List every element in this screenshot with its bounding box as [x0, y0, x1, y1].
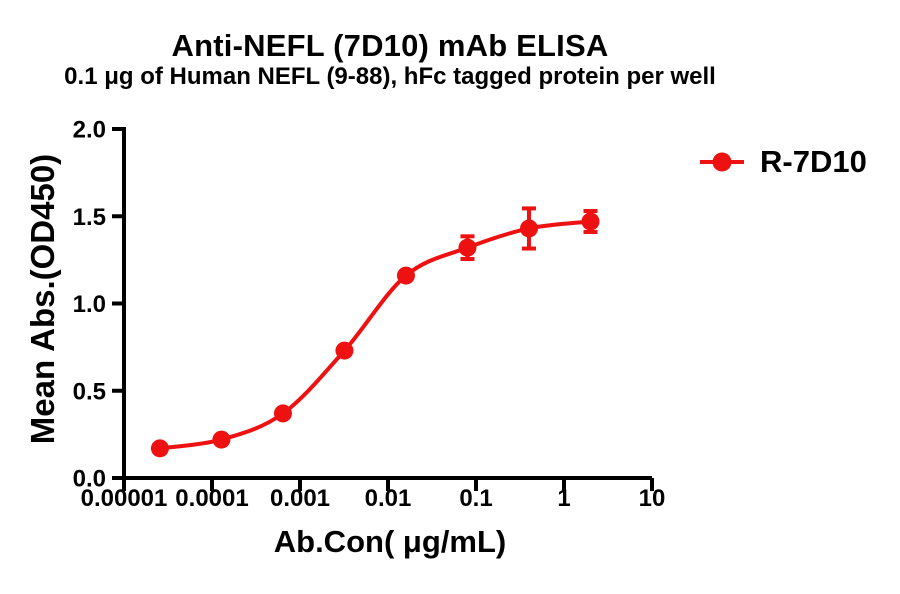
chart-subtitle: 0.1 μg of Human NEFL (9-88), hFc tagged …: [64, 63, 716, 90]
data-point: [273, 404, 292, 423]
legend-dot-icon: [712, 152, 732, 171]
data-point: [212, 430, 231, 449]
legend-label: R-7D10: [760, 144, 867, 179]
legend: R-7D10: [698, 146, 867, 177]
y-tick-label: 1.5: [73, 204, 106, 231]
chart-title: Anti-NEFL (7D10) mAb ELISA: [171, 28, 609, 63]
curve-r-7d10: [159, 219, 591, 451]
y-tick-label: 0.0: [73, 466, 106, 493]
data-point: [396, 266, 415, 285]
x-tick-label: 0.1: [459, 485, 492, 512]
data-point: [150, 439, 169, 458]
y-tick-label: 1.0: [73, 291, 106, 318]
data-point: [581, 212, 600, 231]
x-tick-label: 10: [639, 485, 666, 512]
data-point: [335, 341, 354, 360]
x-tick-label: 0.01: [365, 485, 412, 512]
x-tick-label: 1: [557, 485, 570, 512]
x-tick-label: 0.00001: [81, 485, 168, 512]
x-tick-label: 0.001: [270, 485, 330, 512]
legend-marker-icon: [700, 152, 744, 171]
y-tick-label: 0.5: [73, 378, 106, 405]
data-point: [519, 219, 538, 238]
x-axis-title: Ab.Con( μg/mL): [273, 524, 507, 559]
data-point: [458, 238, 477, 257]
y-tick-label: 2.0: [73, 117, 106, 144]
x-tick-label: 0.0001: [175, 485, 248, 512]
